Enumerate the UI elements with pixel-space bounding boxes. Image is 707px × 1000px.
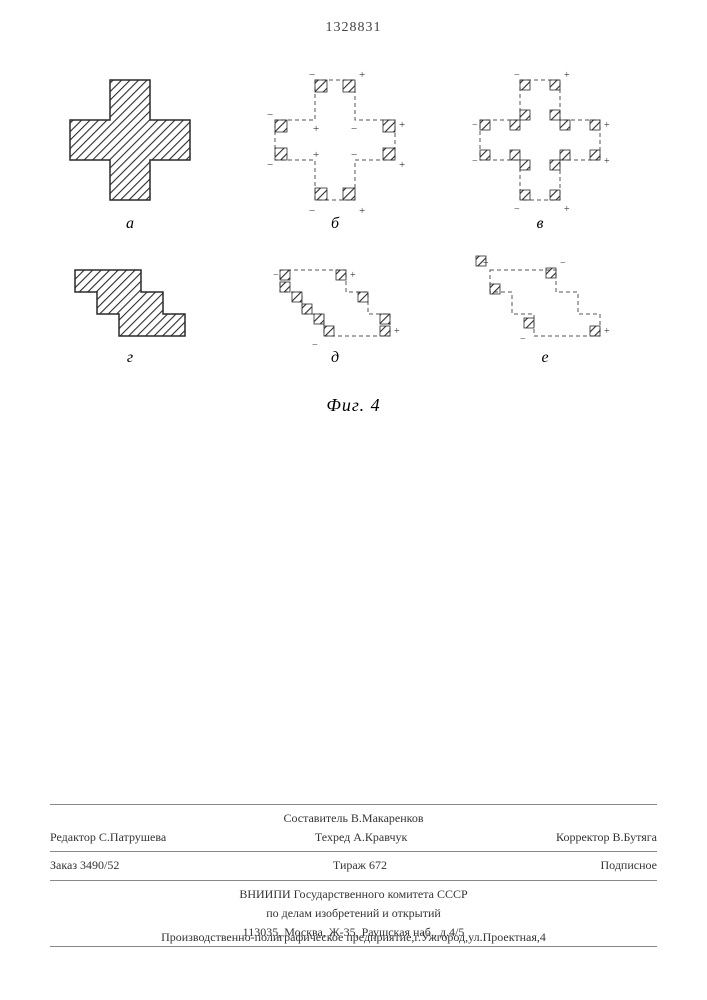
svg-text:+: + (313, 149, 319, 161)
svg-text:−: − (309, 70, 315, 81)
svg-text:г: г (127, 349, 133, 366)
svg-text:−: − (514, 70, 520, 81)
order-line: Заказ 3490/52 (50, 856, 119, 875)
svg-text:+: + (359, 205, 365, 217)
svg-text:−: − (309, 205, 315, 217)
org-line-1: ВНИИПИ Государственного комитета СССР (50, 885, 657, 904)
svg-text:+: + (564, 70, 570, 81)
page-number: 1328831 (0, 20, 707, 36)
figure-caption: Фиг. 4 (0, 395, 707, 416)
org-line-2: по делам изобретений и открытий (50, 904, 657, 923)
compiler-line: Составитель В.Макаренков (50, 809, 657, 828)
svg-text:+: + (359, 70, 365, 81)
tech-editor-line: Техред А.Кравчук (315, 828, 407, 847)
colophon-block: Составитель В.Макаренков Редактор С.Патр… (50, 800, 657, 951)
svg-text:в: в (537, 215, 544, 232)
svg-text:−: − (267, 159, 273, 171)
svg-text:−: − (560, 258, 566, 269)
editor-line: Редактор С.Патрушева (50, 828, 166, 847)
svg-text:+: + (604, 326, 610, 337)
svg-text:−: − (273, 270, 279, 281)
corrector-line: Корректор В.Бутяга (556, 828, 657, 847)
svg-text:+: + (564, 204, 570, 215)
svg-text:−: − (514, 204, 520, 215)
svg-text:−: − (351, 123, 357, 135)
svg-text:−: − (472, 120, 478, 131)
svg-text:+: + (604, 156, 610, 167)
svg-text:д: д (331, 349, 339, 366)
svg-text:−: − (351, 149, 357, 161)
subscription-line: Подписное (601, 856, 658, 875)
svg-text:−: − (267, 109, 273, 121)
svg-text:+: + (483, 258, 489, 269)
svg-text:−: − (472, 156, 478, 167)
svg-text:+: + (399, 159, 405, 171)
svg-text:б: б (331, 215, 340, 232)
svg-text:+: + (313, 123, 319, 135)
svg-text:+: + (394, 326, 400, 337)
svg-text:+: + (399, 119, 405, 131)
svg-text:а: а (126, 215, 134, 232)
figure-4-diagrams: а − + − − + + − + + − + − б (40, 70, 660, 400)
printer-line: Производственно-полиграфическое предприя… (50, 930, 657, 945)
svg-text:е: е (541, 349, 548, 366)
tirage-line: Тираж 672 (333, 856, 387, 875)
svg-text:−: − (520, 334, 526, 345)
svg-text:+: + (350, 270, 356, 281)
svg-text:+: + (604, 120, 610, 131)
svg-text:−: − (312, 340, 318, 351)
